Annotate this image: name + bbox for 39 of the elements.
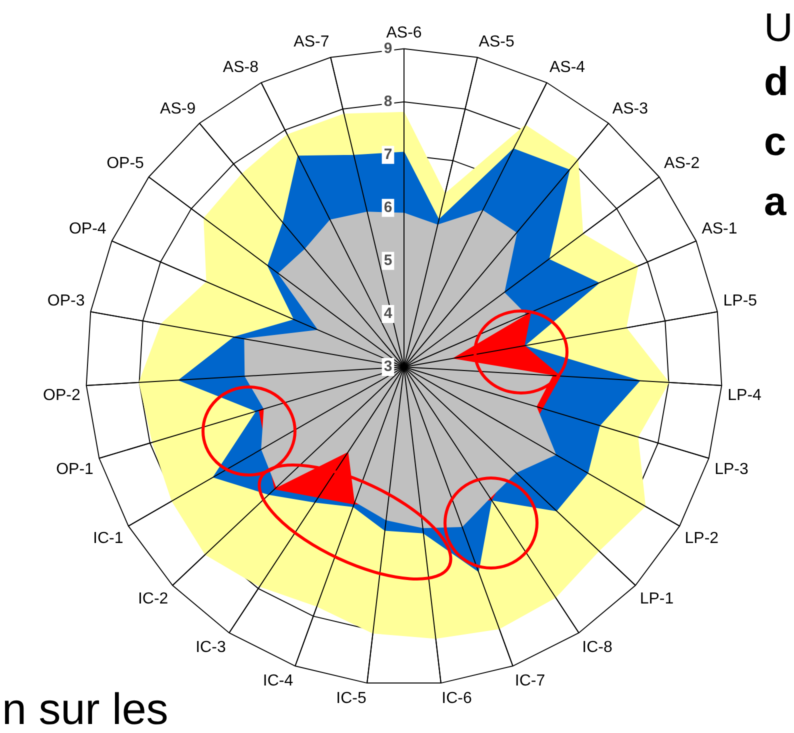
spoke-label: AS-1	[702, 220, 738, 238]
spoke-label: AS-6	[386, 24, 422, 42]
spoke-label: AS-5	[478, 33, 514, 50]
spoke-label: OP-3	[47, 292, 85, 310]
y-tick-label: 9	[384, 40, 392, 57]
spoke-label: LP-1	[640, 590, 674, 608]
spoke-label: IC-8	[582, 638, 612, 656]
spoke-label: AS-4	[550, 59, 586, 76]
text: d	[764, 60, 788, 104]
spoke-label: IC-4	[262, 672, 294, 690]
spoke-label: AS-3	[612, 100, 648, 118]
spoke-label: AS-8	[222, 59, 259, 76]
spoke-label: IC-7	[514, 672, 546, 690]
spoke-label: LP-4	[728, 386, 762, 404]
spoke-label: IC-2	[138, 590, 168, 608]
y-tick-label: 5	[384, 252, 392, 270]
spoke-label: AS-7	[294, 33, 330, 50]
text: c	[764, 120, 786, 164]
y-tick-label: 8	[384, 92, 392, 110]
y-tick-label: 6	[384, 199, 392, 216]
text: U	[764, 6, 793, 50]
spoke-label: AS-9	[160, 100, 196, 118]
y-tick-label: 3	[384, 358, 392, 376]
spoke-label: LP-5	[723, 292, 758, 310]
spoke-label: IC-5	[336, 690, 366, 708]
spoke-label: LP-3	[714, 460, 748, 478]
spoke-label: LP-2	[684, 530, 719, 548]
spoke-label: OP-2	[43, 386, 80, 404]
spoke-label: OP-4	[68, 220, 106, 238]
text: a	[764, 180, 786, 224]
spoke-label: IC-3	[196, 638, 226, 656]
spoke-label: IC-6	[442, 690, 472, 708]
spoke-label: AS-2	[664, 155, 700, 172]
spoke-label: OP-1	[56, 460, 94, 478]
text: n sur les	[2, 685, 168, 733]
y-tick-label: 4	[384, 305, 393, 322]
spoke-label: OP-5	[106, 155, 144, 172]
y-tick-label: 7	[384, 146, 392, 164]
spoke-label: IC-1	[92, 530, 124, 548]
